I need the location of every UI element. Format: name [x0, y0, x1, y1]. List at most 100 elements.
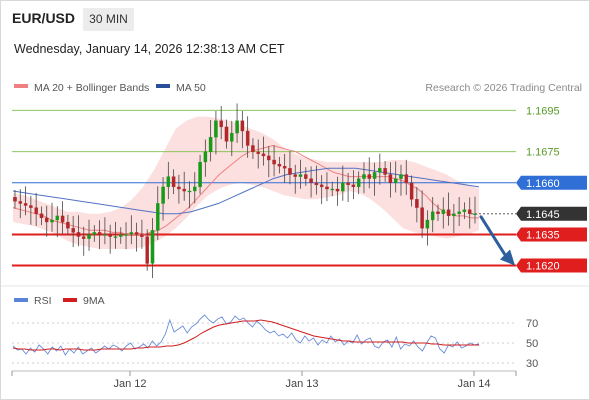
candle-body: [473, 213, 477, 215]
level-tag-text: 1.1695: [526, 105, 560, 117]
rsi-ma-line: [12, 319, 479, 351]
candle: [219, 106, 223, 140]
candle: [467, 197, 472, 229]
candle: [298, 159, 303, 189]
forecast-arrow-head: [500, 249, 515, 266]
candle: [50, 202, 54, 232]
rsi-legend-swatch: [14, 298, 28, 302]
level-tag-box: [516, 175, 587, 190]
candle-body: [409, 182, 414, 200]
candle: [81, 226, 86, 256]
candle: [319, 175, 324, 205]
ma20-legend-swatch: [14, 84, 28, 88]
candle-body: [388, 174, 393, 183]
candle: [383, 161, 387, 182]
candle-body: [240, 120, 245, 132]
candle: [293, 164, 297, 194]
candle: [425, 210, 430, 246]
candle: [245, 116, 250, 158]
candle: [71, 216, 75, 248]
candle: [356, 171, 361, 195]
candle: [60, 201, 65, 235]
level-tag-1.1675: 1.1675: [526, 147, 560, 159]
candle: [13, 190, 17, 209]
candle: [388, 162, 393, 198]
candle-body: [76, 232, 81, 237]
candle-body: [140, 234, 144, 237]
candle-body: [256, 151, 260, 154]
level-tag-1.1645: 1.1645: [516, 206, 587, 221]
candle: [103, 217, 107, 245]
candle: [108, 224, 112, 254]
candle-body: [446, 209, 451, 217]
candle-body: [235, 120, 239, 134]
candle-body: [420, 207, 424, 229]
timestamp: Wednesday, January 14, 2026 12:38:13 AM …: [14, 42, 285, 56]
candle-body: [430, 211, 435, 221]
candle: [235, 103, 239, 143]
candle-body: [425, 219, 430, 229]
candle: [420, 190, 424, 238]
candle: [341, 165, 345, 201]
candle-body: [50, 219, 54, 223]
candle: [446, 192, 451, 226]
candle-body: [251, 145, 255, 152]
candle: [399, 164, 403, 196]
candle: [314, 165, 319, 195]
candle: [171, 169, 176, 195]
candle: [23, 186, 28, 216]
candle-body: [224, 126, 229, 142]
candle: [166, 161, 171, 200]
candle: [156, 186, 160, 241]
candle: [457, 197, 461, 226]
level-tag-box: [516, 206, 587, 221]
x-tick-label: Jan 12: [113, 378, 146, 390]
candle-body: [314, 182, 319, 186]
timeframe-button[interactable]: 30 MIN: [83, 8, 134, 31]
candle: [134, 222, 139, 252]
candle-body: [81, 236, 86, 239]
candle: [161, 177, 165, 221]
level-tag-text: 1.1660: [526, 178, 560, 190]
candle-body: [288, 168, 292, 175]
candle-body: [441, 209, 446, 214]
candle-body: [219, 120, 223, 128]
rsi-tick-label: 70: [526, 318, 538, 330]
rsi-panel: 70 50 30: [12, 314, 538, 370]
candle-body: [13, 197, 17, 202]
candle: [346, 173, 350, 202]
candle: [87, 219, 91, 251]
candle: [34, 192, 38, 226]
candle-body: [399, 174, 403, 179]
candle: [415, 187, 419, 223]
candle-body: [66, 221, 70, 229]
level-tag-text: 1.1620: [526, 261, 560, 273]
ma9-legend-label: 9MA: [83, 295, 105, 307]
x-axis: Jan 12 Jan 13 Jan 14: [11, 371, 517, 390]
candle: [145, 229, 149, 271]
instrument-title: EUR/USD: [12, 10, 76, 26]
candle: [66, 214, 70, 236]
candle-body: [129, 232, 134, 235]
candle-body: [150, 230, 155, 264]
candle-body: [92, 232, 97, 235]
candle-body: [156, 203, 160, 231]
rsi-tick-label: 30: [526, 358, 538, 370]
candle-body: [113, 236, 118, 238]
candle-body: [60, 215, 65, 223]
candle-body: [187, 190, 192, 193]
candle-body: [330, 188, 335, 191]
candle: [304, 167, 308, 186]
candle-body: [298, 174, 303, 177]
candle-body: [39, 213, 44, 219]
candle-body: [198, 161, 202, 188]
candle-body: [177, 186, 181, 190]
level-tag-1.1620: 1.1620: [516, 258, 587, 273]
candle-body: [103, 234, 107, 236]
candle: [330, 181, 335, 197]
candle: [187, 181, 192, 209]
candle: [113, 221, 118, 249]
level-tag-text: 1.1645: [526, 209, 560, 221]
